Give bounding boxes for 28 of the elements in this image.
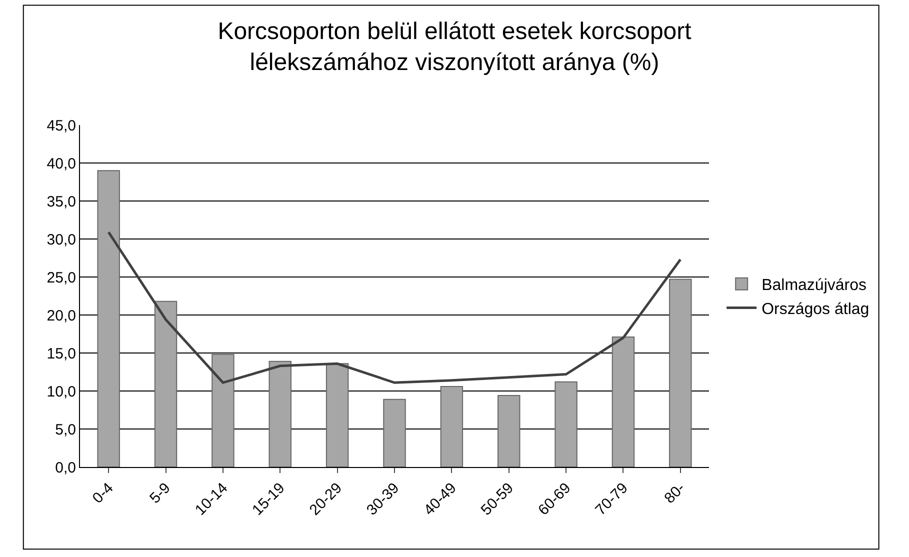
bar (212, 354, 234, 467)
x-tick-label: 5-9 (146, 480, 174, 507)
legend-label: Országos átlag (762, 300, 870, 318)
bar (268, 360, 292, 467)
y-tick-label: 10,0 (46, 383, 76, 400)
bar (554, 381, 578, 467)
y-tick-label: 30,0 (46, 231, 76, 248)
y-tick-label: 5,0 (55, 421, 76, 438)
y-tick-label: 15,0 (46, 345, 76, 362)
line-series (107, 230, 682, 384)
x-tick-label: 80- (661, 480, 689, 507)
y-tick-label: 35,0 (46, 193, 76, 210)
bar (440, 386, 464, 467)
bar (154, 300, 178, 467)
x-tick-label: 0-4 (89, 480, 117, 507)
y-tick-label: 40,0 (46, 155, 76, 172)
bar (97, 170, 120, 467)
bar (612, 336, 635, 467)
bar (383, 398, 406, 467)
y-tick-label: 20,0 (46, 307, 76, 324)
legend-label: Balmazújváros (762, 277, 867, 294)
y-tick-label: 0,0 (55, 459, 76, 476)
y-tick-label: 45,0 (46, 117, 76, 134)
bar (669, 278, 692, 467)
y-tick-label: 25,0 (46, 269, 76, 286)
bar (326, 363, 349, 467)
chart-title: Korcsoporton belül ellátott esetek korcsoport lélekszámához viszonyított aránya (%) (218, 18, 692, 76)
bar (498, 395, 520, 467)
